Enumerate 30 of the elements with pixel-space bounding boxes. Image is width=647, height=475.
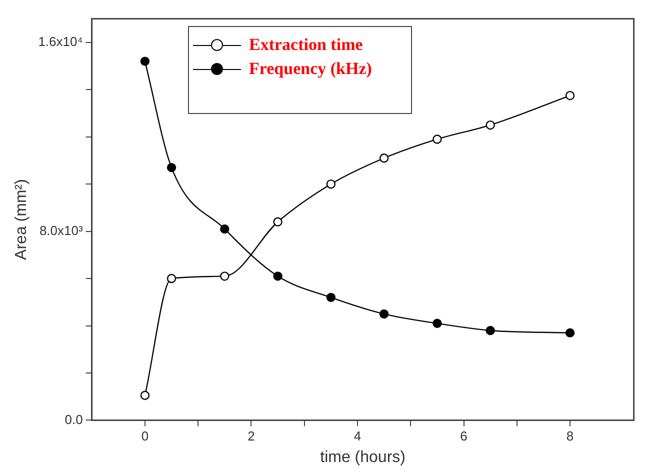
point xyxy=(326,292,336,302)
x-tick-label: 4 xyxy=(354,428,362,444)
point xyxy=(326,179,336,189)
point xyxy=(166,162,176,172)
x-tick-label: 8 xyxy=(566,428,574,444)
point xyxy=(486,326,495,336)
legend-label: Extraction time xyxy=(249,35,363,55)
legend-label: Frequency (kHz) xyxy=(249,59,372,79)
point xyxy=(432,134,442,144)
point xyxy=(565,90,575,100)
x-tick-label: 2 xyxy=(248,428,255,444)
point xyxy=(565,328,575,338)
point xyxy=(273,272,282,281)
x-axis-title: time (hours) xyxy=(320,448,406,466)
x-tick-label: 0 xyxy=(141,428,149,444)
y-axis-title: Area (mm²) xyxy=(13,179,30,260)
point xyxy=(273,217,282,226)
point xyxy=(220,272,230,281)
point xyxy=(486,120,495,130)
point xyxy=(140,390,150,400)
point xyxy=(166,274,176,284)
x-tick-label: 6 xyxy=(460,428,468,444)
y-tick-label: 8.0x10³ xyxy=(39,222,84,238)
y-tick-label: 1.6x10⁴ xyxy=(38,34,83,49)
point xyxy=(379,309,389,319)
point xyxy=(432,318,442,328)
point xyxy=(140,56,150,66)
point xyxy=(220,224,230,234)
point xyxy=(379,154,389,163)
y-tick-label: 0.0 xyxy=(64,412,83,427)
